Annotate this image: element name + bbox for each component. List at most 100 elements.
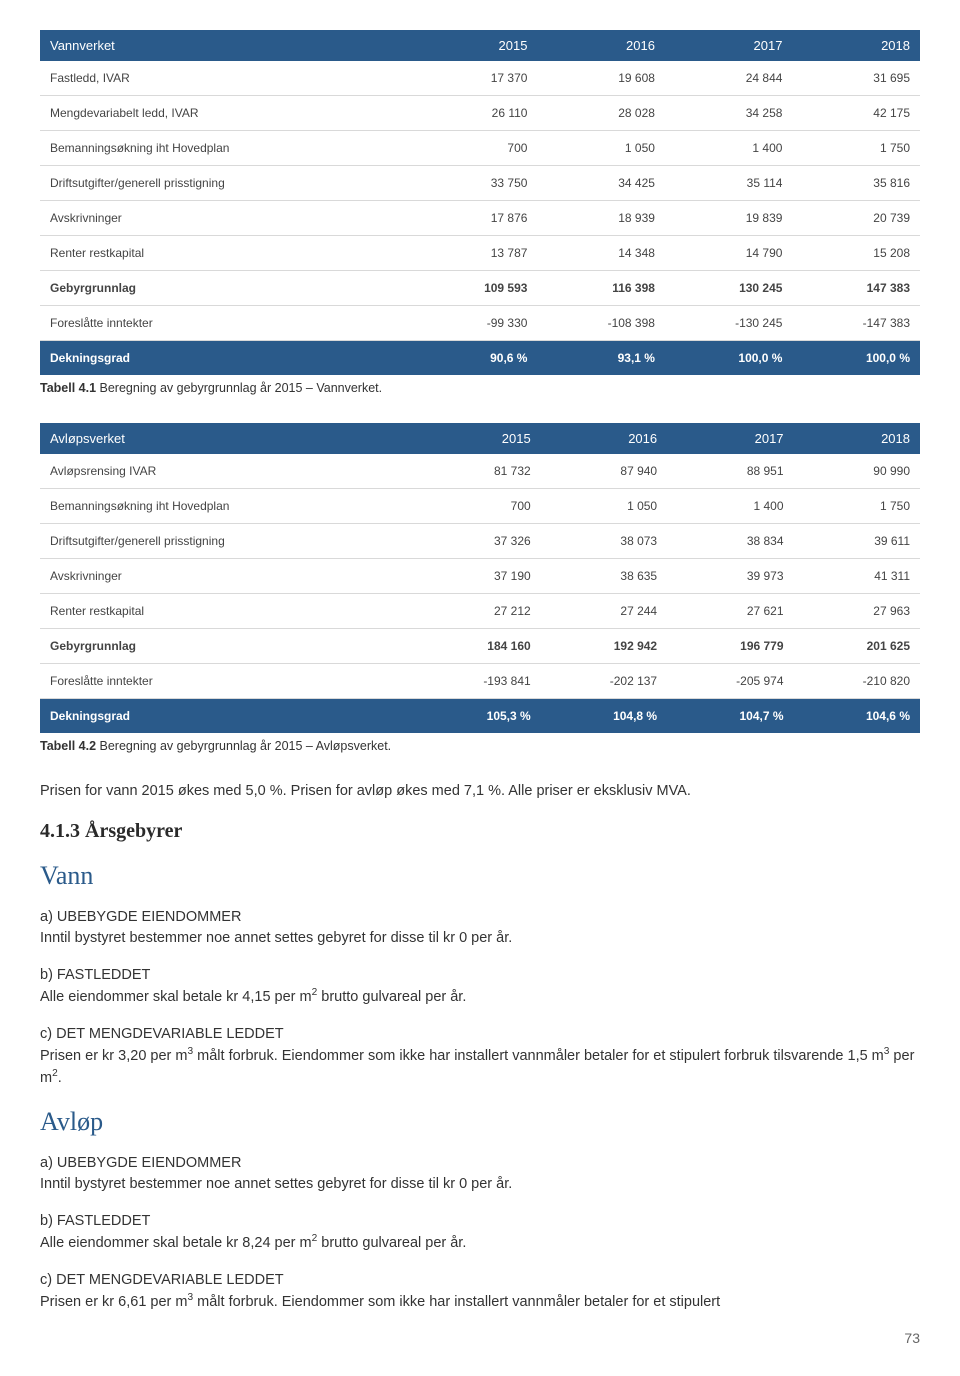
avlop-c-head: c) DET MENGDEVARIABLE LEDDET	[40, 1272, 284, 1288]
vann-c1-pre: Prisen er kr 3,20 per m	[40, 1048, 187, 1064]
table-cell: Mengdevariabelt ledd, IVAR	[40, 96, 417, 131]
table-cell: 33 750	[417, 166, 537, 201]
table-cell: 105,3 %	[414, 699, 540, 734]
table-row: Driftsutgifter/generell prisstigning33 7…	[40, 166, 920, 201]
table-cell: 700	[417, 131, 537, 166]
table-row: Renter restkapital27 21227 24427 62127 9…	[40, 594, 920, 629]
table-cell: Dekningsgrad	[40, 699, 414, 734]
th-name: Vannverket	[40, 30, 417, 61]
table-cell: 93,1 %	[537, 341, 665, 376]
th-2018: 2018	[794, 423, 920, 454]
table-row: Renter restkapital13 78714 34814 79015 2…	[40, 236, 920, 271]
table1-caption: Tabell 4.1 Beregning av gebyrgrunnlag år…	[40, 381, 920, 395]
avlop-b: b) FASTLEDDET Alle eiendommer skal betal…	[40, 1211, 920, 1254]
table-cell: 1 750	[792, 131, 920, 166]
avlop-c: c) DET MENGDEVARIABLE LEDDET Prisen er k…	[40, 1270, 920, 1313]
table-cell: -108 398	[537, 306, 665, 341]
table-row: Gebyrgrunnlag184 160192 942196 779201 62…	[40, 629, 920, 664]
table-cell: 39 973	[667, 559, 793, 594]
table-vannverket: Vannverket 2015 2016 2017 2018 Fastledd,…	[40, 30, 920, 375]
table-cell: 26 110	[417, 96, 537, 131]
avlop-a: a) UBEBYGDE EIENDOMMER Inntil bystyret b…	[40, 1153, 920, 1195]
table-row: Gebyrgrunnlag109 593116 398130 245147 38…	[40, 271, 920, 306]
avlop-a-head: a) UBEBYGDE EIENDOMMER	[40, 1155, 241, 1171]
table-cell: 104,7 %	[667, 699, 793, 734]
th-2015: 2015	[414, 423, 540, 454]
th-2016: 2016	[537, 30, 665, 61]
th-2016: 2016	[541, 423, 667, 454]
th-name: Avløpsverket	[40, 423, 414, 454]
vann-b-pre: Alle eiendommer skal betale kr 4,15 per …	[40, 989, 312, 1005]
table-row: Dekningsgrad90,6 %93,1 %100,0 %100,0 %	[40, 341, 920, 376]
table-cell: -205 974	[667, 664, 793, 699]
section-4-1-3: 4.1.3 Årsgebyrer	[40, 820, 920, 843]
table-cell: Renter restkapital	[40, 594, 414, 629]
table2-caption: Tabell 4.2 Beregning av gebyrgrunnlag år…	[40, 739, 920, 753]
table-cell: Foreslåtte inntekter	[40, 306, 417, 341]
table-cell: 34 258	[665, 96, 793, 131]
table-cell: 192 942	[541, 629, 667, 664]
th-2018: 2018	[792, 30, 920, 61]
caption-bold: Tabell 4.2	[40, 739, 96, 753]
vann-c1-post: målt forbruk. Eiendommer som ikke har in…	[193, 1048, 884, 1064]
table-cell: 1 400	[667, 489, 793, 524]
table-cell: 109 593	[417, 271, 537, 306]
heading-vann: Vann	[40, 861, 920, 891]
table-cell: Gebyrgrunnlag	[40, 271, 417, 306]
table-cell: 19 839	[665, 201, 793, 236]
table-cell: Dekningsgrad	[40, 341, 417, 376]
table-cell: 34 425	[537, 166, 665, 201]
table-row: Driftsutgifter/generell prisstigning37 3…	[40, 524, 920, 559]
table-cell: 104,6 %	[794, 699, 920, 734]
table-cell: Fastledd, IVAR	[40, 61, 417, 96]
price-text: Prisen for vann 2015 økes med 5,0 %. Pri…	[40, 781, 920, 802]
table-row: Fastledd, IVAR17 37019 60824 84431 695	[40, 61, 920, 96]
table-cell: 1 400	[665, 131, 793, 166]
table-cell: -130 245	[665, 306, 793, 341]
table-row: Avskrivninger37 19038 63539 97341 311	[40, 559, 920, 594]
table-cell: 41 311	[794, 559, 920, 594]
table-cell: -147 383	[792, 306, 920, 341]
table-row: Foreslåtte inntekter-193 841-202 137-205…	[40, 664, 920, 699]
table-row: Avskrivninger17 87618 93919 83920 739	[40, 201, 920, 236]
table-cell: 14 348	[537, 236, 665, 271]
avlop-c1-pre: Prisen er kr 6,61 per m	[40, 1293, 187, 1309]
table-cell: 90 990	[794, 454, 920, 489]
avlop-c1-post: målt forbruk. Eiendommer som ikke har in…	[193, 1293, 720, 1309]
avlop-b-post: brutto gulvareal per år.	[317, 1234, 466, 1250]
table-cell: 147 383	[792, 271, 920, 306]
table-cell: 39 611	[794, 524, 920, 559]
th-2017: 2017	[665, 30, 793, 61]
table-cell: 13 787	[417, 236, 537, 271]
table-cell: -193 841	[414, 664, 540, 699]
table-cell: 28 028	[537, 96, 665, 131]
table-cell: 196 779	[667, 629, 793, 664]
table-cell: 100,0 %	[665, 341, 793, 376]
vann-b-post: brutto gulvareal per år.	[317, 989, 466, 1005]
vann-a-head: a) UBEBYGDE EIENDOMMER	[40, 909, 241, 925]
table-cell: 35 114	[665, 166, 793, 201]
table-cell: 201 625	[794, 629, 920, 664]
table-cell: 27 621	[667, 594, 793, 629]
table-cell: Renter restkapital	[40, 236, 417, 271]
table-cell: 17 876	[417, 201, 537, 236]
table-cell: 116 398	[537, 271, 665, 306]
table-cell: 90,6 %	[417, 341, 537, 376]
table-avlopsverket: Avløpsverket 2015 2016 2017 2018 Avløpsr…	[40, 423, 920, 733]
table-cell: Bemanningsøkning iht Hovedplan	[40, 131, 417, 166]
table-cell: 14 790	[665, 236, 793, 271]
heading-avlop: Avløp	[40, 1107, 920, 1137]
table-row: Mengdevariabelt ledd, IVAR26 11028 02834…	[40, 96, 920, 131]
caption-rest: Beregning av gebyrgrunnlag år 2015 – Van…	[96, 381, 382, 395]
table-cell: Driftsutgifter/generell prisstigning	[40, 524, 414, 559]
table-cell: 88 951	[667, 454, 793, 489]
table-cell: 1 050	[537, 131, 665, 166]
table-cell: 81 732	[414, 454, 540, 489]
table-cell: Avskrivninger	[40, 559, 414, 594]
vann-c1-end: .	[58, 1070, 62, 1086]
table-cell: 38 073	[541, 524, 667, 559]
vann-a: a) UBEBYGDE EIENDOMMER Inntil bystyret b…	[40, 907, 920, 949]
table-cell: 18 939	[537, 201, 665, 236]
table-cell: 27 212	[414, 594, 540, 629]
th-2017: 2017	[667, 423, 793, 454]
